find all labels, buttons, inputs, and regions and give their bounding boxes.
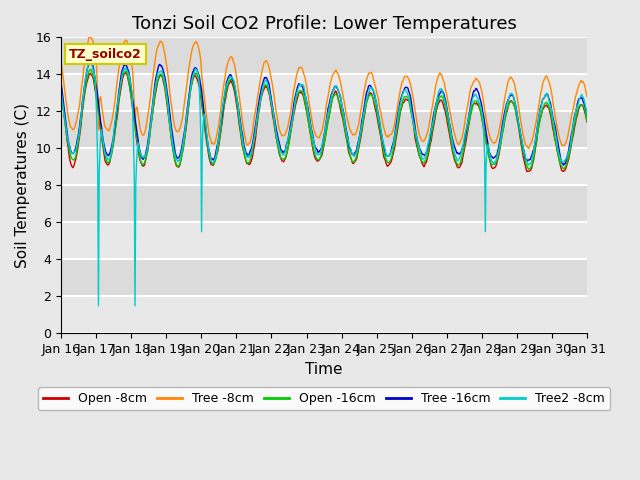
Tree2 -8cm bbox=[67, 149, 74, 155]
Tree -8cm bbox=[203, 115, 211, 121]
Open -8cm bbox=[58, 89, 65, 95]
Tree2 -8cm bbox=[389, 142, 397, 148]
Open -16cm bbox=[388, 151, 396, 156]
Tree -16cm bbox=[203, 133, 211, 139]
Bar bbox=[61, 185, 587, 222]
Tree2 -8cm bbox=[58, 86, 65, 92]
Tree -8cm bbox=[525, 146, 532, 152]
Tree -8cm bbox=[67, 124, 74, 130]
X-axis label: Time: Time bbox=[305, 362, 343, 377]
Line: Tree -16cm: Tree -16cm bbox=[61, 62, 587, 165]
Line: Tree2 -8cm: Tree2 -8cm bbox=[61, 62, 587, 306]
Open -8cm bbox=[583, 119, 591, 125]
Tree -16cm bbox=[58, 81, 65, 87]
Tree2 -8cm bbox=[122, 67, 130, 73]
Tree -16cm bbox=[122, 60, 129, 66]
Tree -8cm bbox=[175, 128, 183, 134]
Tree2 -8cm bbox=[204, 137, 211, 143]
Open -16cm bbox=[404, 95, 412, 101]
Open -8cm bbox=[404, 97, 412, 103]
Tree -16cm bbox=[404, 85, 412, 91]
Open -8cm bbox=[122, 70, 129, 76]
Bar bbox=[61, 259, 587, 297]
Open -8cm bbox=[67, 160, 74, 166]
Tree -8cm bbox=[122, 37, 129, 43]
Tree -8cm bbox=[85, 35, 93, 40]
Tree2 -8cm bbox=[404, 93, 412, 99]
Open -8cm bbox=[121, 71, 129, 77]
Text: TZ_soilco2: TZ_soilco2 bbox=[69, 48, 142, 60]
Tree -16cm bbox=[560, 162, 568, 168]
Open -16cm bbox=[583, 118, 591, 124]
Open -8cm bbox=[388, 154, 396, 160]
Open -16cm bbox=[67, 153, 74, 159]
Tree -16cm bbox=[388, 143, 396, 148]
Tree -16cm bbox=[86, 59, 93, 65]
Title: Tonzi Soil CO2 Profile: Lower Temperatures: Tonzi Soil CO2 Profile: Lower Temperatur… bbox=[132, 15, 516, 33]
Bar bbox=[61, 111, 587, 148]
Tree -8cm bbox=[58, 59, 65, 64]
Tree -16cm bbox=[67, 147, 74, 153]
Tree -8cm bbox=[388, 129, 396, 134]
Tree2 -8cm bbox=[176, 157, 184, 163]
Open -8cm bbox=[523, 168, 531, 174]
Open -16cm bbox=[86, 67, 94, 72]
Tree2 -8cm bbox=[86, 60, 93, 65]
Open -16cm bbox=[525, 166, 532, 172]
Tree -16cm bbox=[583, 112, 591, 118]
Y-axis label: Soil Temperatures (C): Soil Temperatures (C) bbox=[15, 103, 30, 268]
Open -16cm bbox=[203, 137, 211, 143]
Line: Open -8cm: Open -8cm bbox=[61, 73, 587, 171]
Open -16cm bbox=[175, 163, 183, 168]
Open -8cm bbox=[175, 164, 183, 170]
Open -8cm bbox=[203, 139, 211, 144]
Line: Open -16cm: Open -16cm bbox=[61, 70, 587, 169]
Tree -16cm bbox=[175, 155, 183, 160]
Bar bbox=[61, 37, 587, 74]
Tree -8cm bbox=[583, 94, 591, 100]
Line: Tree -8cm: Tree -8cm bbox=[61, 37, 587, 149]
Tree -8cm bbox=[404, 75, 412, 81]
Open -16cm bbox=[58, 89, 65, 95]
Open -16cm bbox=[122, 69, 129, 74]
Legend: Open -8cm, Tree -8cm, Open -16cm, Tree -16cm, Tree2 -8cm: Open -8cm, Tree -8cm, Open -16cm, Tree -… bbox=[38, 387, 610, 410]
Tree2 -8cm bbox=[95, 303, 102, 309]
Tree2 -8cm bbox=[583, 111, 591, 117]
